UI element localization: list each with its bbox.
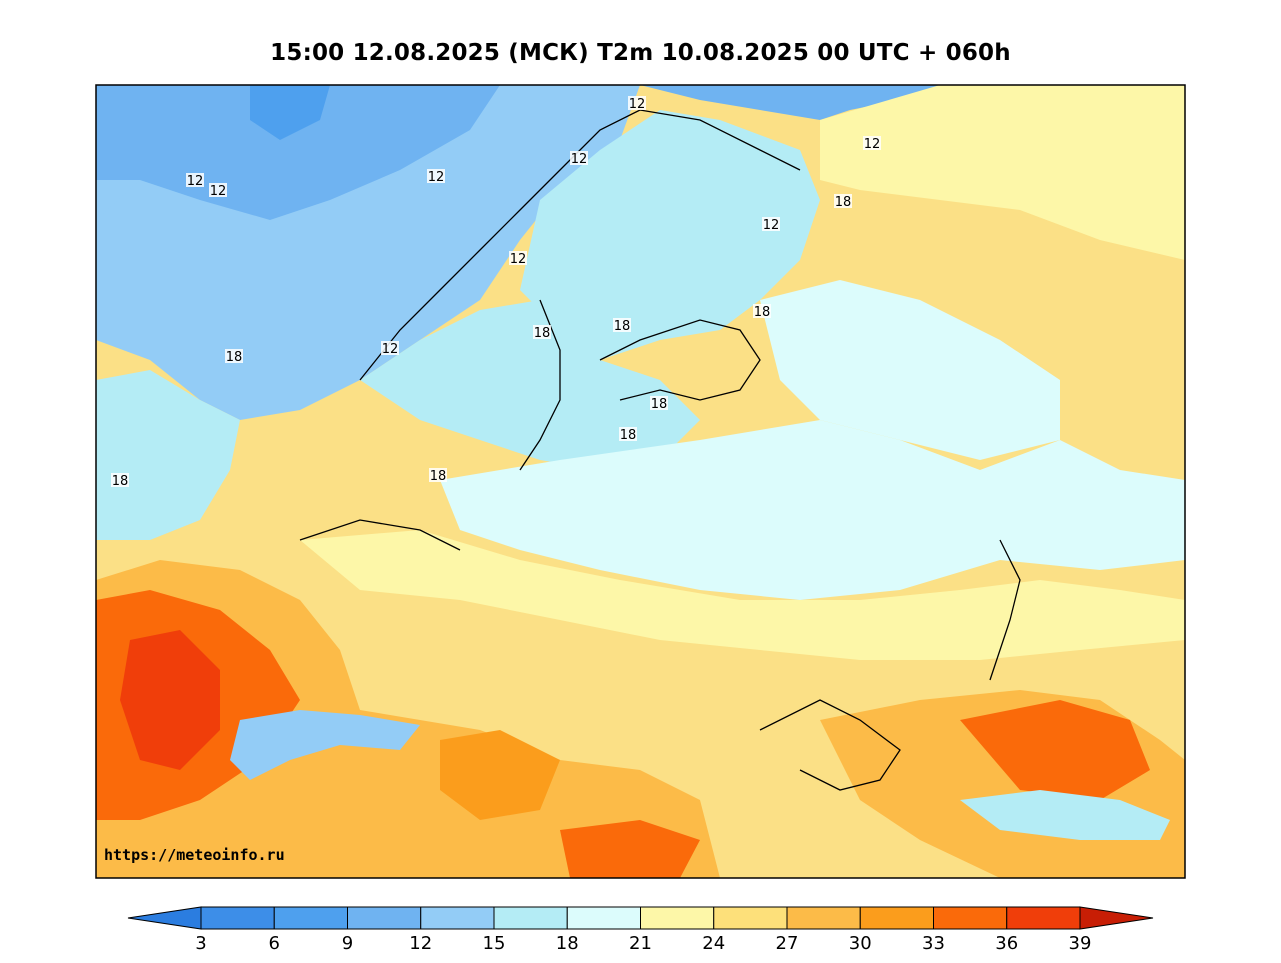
watermark: https://meteoinfo.ru (104, 846, 285, 864)
colorbar-low-arrow (127, 906, 202, 930)
contour-label: 12 (428, 170, 445, 185)
contour-label-bg (628, 96, 646, 110)
colorbar: 3 6 9 12 15 18 21 24 27 30 33 36 39 (127, 906, 1154, 954)
contour-label-bg (650, 396, 668, 410)
contour-label-bg (863, 136, 881, 150)
contour-label-bg (209, 183, 227, 197)
contour-label: 12 (763, 218, 780, 233)
colorbar-tick-label: 36 (995, 933, 1018, 954)
contour-label: 12 (382, 342, 399, 357)
colorbar-segment (420, 906, 495, 930)
contour-label: 12 (210, 184, 227, 199)
colorbar-tick-label: 12 (409, 933, 432, 954)
colorbar-tick-label: 27 (776, 933, 799, 954)
contour-label-bg (381, 341, 399, 355)
contour-label-bg (429, 468, 447, 482)
colorbar-segment (347, 906, 422, 930)
colorbar-tick-label: 3 (195, 933, 206, 954)
coastlines (299, 109, 1021, 791)
colorbar-tick-label: 6 (269, 933, 280, 954)
contour-label: 18 (112, 474, 129, 489)
colorbar-segment (200, 906, 275, 930)
map-frame (95, 84, 1186, 879)
contour-label: 18 (226, 350, 243, 365)
colorbar-segment (713, 906, 788, 930)
colorbar-segment (786, 906, 861, 930)
contour-label: 12 (510, 252, 527, 267)
colorbar-tick-label: 15 (483, 933, 506, 954)
contour-label-bg (225, 349, 243, 363)
contour-label-bg (509, 251, 527, 265)
contour-label: 18 (835, 195, 852, 210)
colorbar-tick-label: 24 (702, 933, 725, 954)
contour-label: 12 (571, 152, 588, 167)
temperature-field (96, 85, 1185, 878)
contour-label-bg (762, 217, 780, 231)
contour-label-layer: 12 12 12 12 12 12 12 12 12 18 18 18 18 18 18 18 18 18 (111, 96, 881, 489)
map-title: 15:00 12.08.2025 (МСК) T2m 10.08.2025 00… (270, 40, 1011, 66)
colorbar-high-arrow (1079, 906, 1154, 930)
contour-label-bg (427, 169, 445, 183)
colorbar-segment (859, 906, 934, 930)
colorbar-tick-label: 9 (342, 933, 353, 954)
contour-label: 18 (534, 326, 551, 341)
contour-label-bg (613, 318, 631, 332)
contour-label-bg (753, 304, 771, 318)
colorbar-tick-label: 33 (922, 933, 945, 954)
colorbar-tick-label: 30 (849, 933, 872, 954)
contour-label: 12 (629, 97, 646, 112)
contour-label: 18 (651, 397, 668, 412)
colorbar-segment (566, 906, 641, 930)
colorbar-segment (933, 906, 1008, 930)
colorbar-segment (1006, 906, 1081, 930)
colorbar-tick-label: 39 (1069, 933, 1092, 954)
contour-label-bg (570, 151, 588, 165)
contour-label: 18 (754, 305, 771, 320)
contour-label: 12 (187, 174, 204, 189)
contour-label: 18 (620, 428, 637, 443)
colorbar-segment (493, 906, 568, 930)
contour-label: 18 (614, 319, 631, 334)
contour-label-bg (834, 194, 852, 208)
colorbar-segment (273, 906, 348, 930)
contour-label-bg (186, 173, 204, 187)
contour-label: 18 (430, 469, 447, 484)
colorbar-segment (640, 906, 715, 930)
contour-label-bg (533, 325, 551, 339)
colorbar-tick-label: 21 (629, 933, 652, 954)
colorbar-tick-label: 18 (556, 933, 579, 954)
contour-label-bg (619, 427, 637, 441)
contour-label-bg (111, 473, 129, 487)
contour-label: 12 (864, 137, 881, 152)
